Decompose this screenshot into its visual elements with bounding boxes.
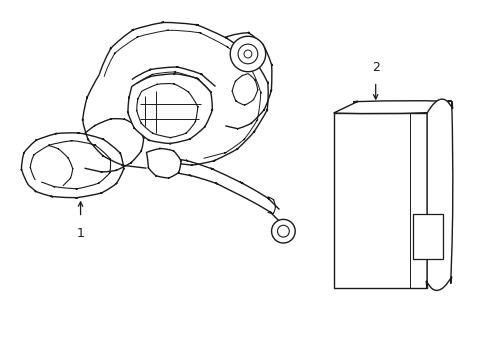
PathPatch shape	[21, 133, 123, 198]
PathPatch shape	[166, 158, 279, 221]
Circle shape	[238, 44, 257, 64]
PathPatch shape	[146, 148, 181, 178]
Circle shape	[230, 36, 265, 72]
Text: 1: 1	[77, 227, 84, 240]
Circle shape	[271, 219, 295, 243]
Bar	[333, 113, 426, 288]
Bar	[412, 215, 442, 259]
Text: 2: 2	[371, 61, 379, 74]
Circle shape	[277, 225, 289, 237]
PathPatch shape	[127, 74, 212, 144]
PathPatch shape	[333, 101, 451, 113]
PathPatch shape	[232, 74, 257, 105]
Circle shape	[244, 50, 251, 58]
PathPatch shape	[426, 99, 452, 291]
PathPatch shape	[136, 84, 198, 138]
